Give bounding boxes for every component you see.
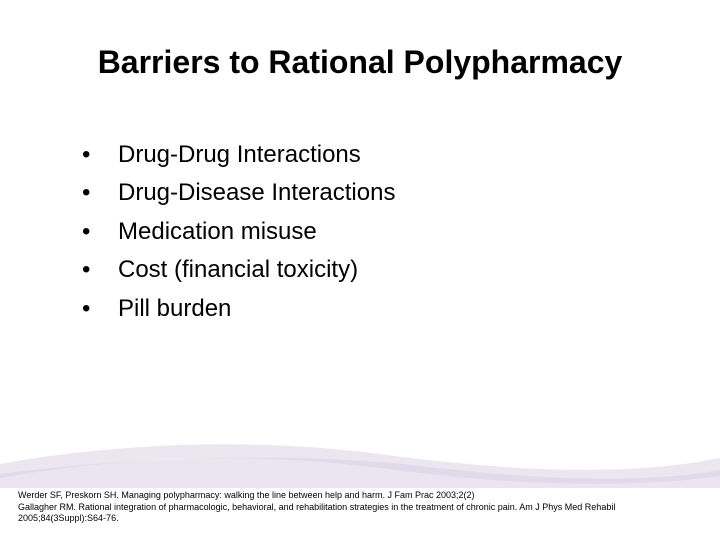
bullet-marker: •: [82, 139, 118, 171]
wave-bottom: [0, 458, 720, 488]
list-item: • Drug-Drug Interactions: [82, 139, 672, 171]
list-item: • Pill burden: [82, 293, 672, 325]
bullet-list: • Drug-Drug Interactions • Drug-Disease …: [82, 139, 672, 325]
list-item: • Cost (financial toxicity): [82, 254, 672, 286]
citation-footer: Werder SF, Preskorn SH. Managing polypha…: [18, 490, 702, 524]
citation-line: Werder SF, Preskorn SH. Managing polypha…: [18, 490, 702, 501]
wave-top: [0, 444, 720, 484]
bullet-marker: •: [82, 293, 118, 325]
slide-title: Barriers to Rational Polypharmacy: [48, 44, 672, 81]
bullet-text: Pill burden: [118, 293, 231, 325]
list-item: • Medication misuse: [82, 216, 672, 248]
bullet-text: Cost (financial toxicity): [118, 254, 358, 286]
bullet-marker: •: [82, 254, 118, 286]
list-item: • Drug-Disease Interactions: [82, 177, 672, 209]
bullet-text: Drug-Drug Interactions: [118, 139, 361, 171]
bullet-text: Drug-Disease Interactions: [118, 177, 395, 209]
slide: Barriers to Rational Polypharmacy • Drug…: [0, 0, 720, 540]
decorative-wave: [0, 428, 720, 488]
bullet-marker: •: [82, 216, 118, 248]
citation-line: Gallagher RM. Rational integration of ph…: [18, 502, 702, 525]
bullet-marker: •: [82, 177, 118, 209]
bullet-text: Medication misuse: [118, 216, 317, 248]
